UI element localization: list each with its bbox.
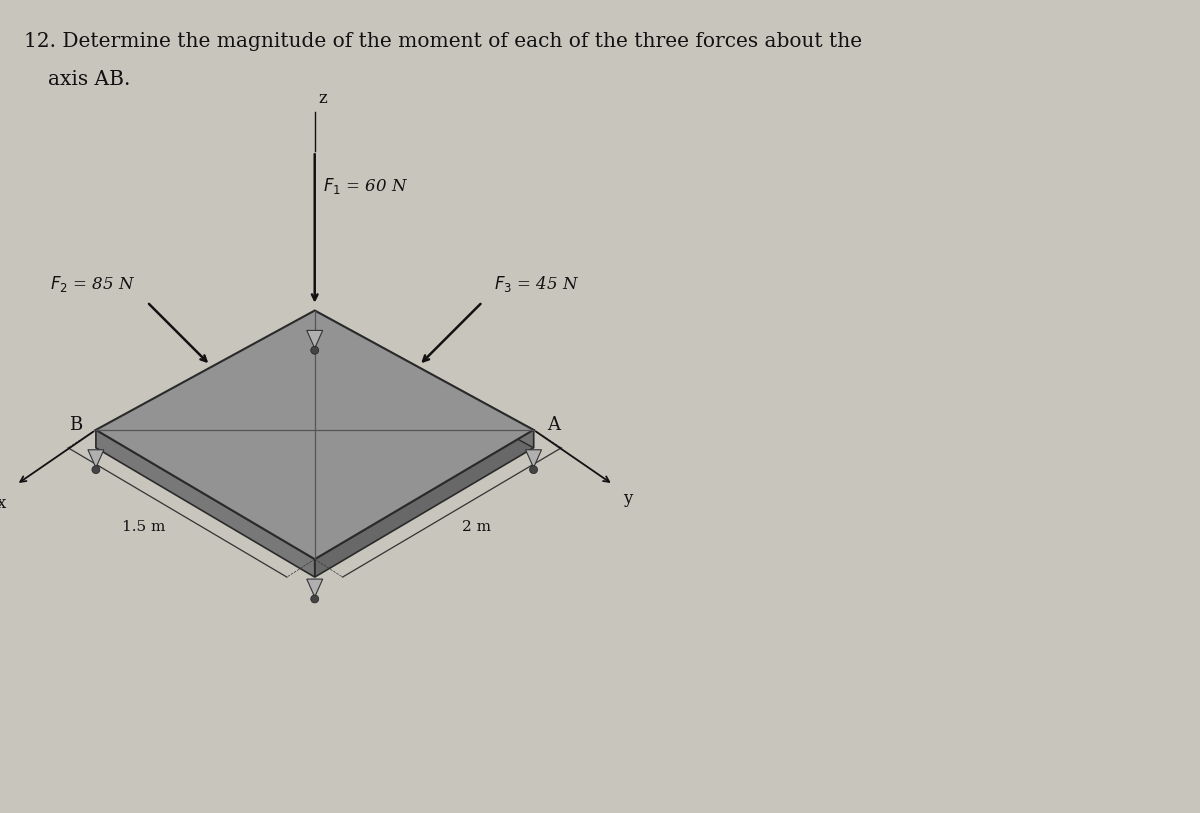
Text: axis AB.: axis AB. — [48, 70, 131, 89]
Circle shape — [311, 346, 319, 354]
Text: A: A — [547, 416, 560, 434]
Text: z: z — [319, 89, 328, 107]
Polygon shape — [88, 450, 104, 467]
Polygon shape — [96, 311, 534, 559]
Text: 1.5 m: 1.5 m — [122, 520, 166, 534]
Polygon shape — [314, 311, 534, 448]
Polygon shape — [307, 330, 323, 348]
Polygon shape — [314, 430, 534, 577]
Text: B: B — [68, 416, 82, 434]
Text: $F_3$ = 45 N: $F_3$ = 45 N — [494, 274, 580, 294]
Polygon shape — [307, 579, 323, 597]
Text: 12. Determine the magnitude of the moment of each of the three forces about the: 12. Determine the magnitude of the momen… — [24, 32, 863, 51]
Text: $F_1$ = 60 N: $F_1$ = 60 N — [323, 176, 408, 196]
Circle shape — [92, 466, 100, 474]
Text: x: x — [0, 494, 6, 511]
Text: 2 m: 2 m — [462, 520, 491, 534]
Circle shape — [529, 466, 538, 474]
Polygon shape — [96, 430, 314, 577]
Polygon shape — [526, 450, 541, 467]
Text: y: y — [623, 489, 632, 506]
Text: $F_2$ = 85 N: $F_2$ = 85 N — [49, 274, 136, 294]
Circle shape — [311, 595, 319, 603]
